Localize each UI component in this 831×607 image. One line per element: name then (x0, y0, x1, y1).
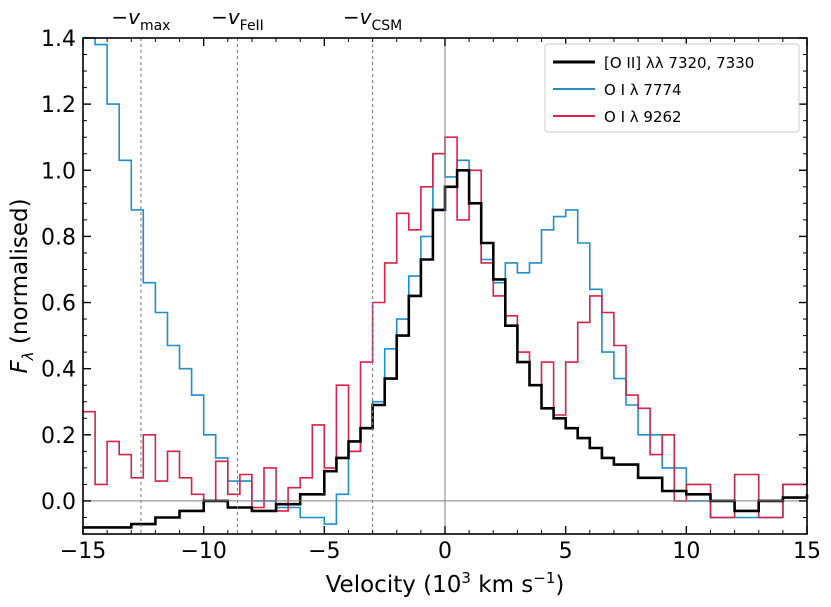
y-tick-label: 0.8 (41, 225, 76, 250)
velocity-marker-label-csm: −vCSM (343, 5, 402, 34)
legend-label-2: O I λ 9262 (604, 108, 682, 126)
x-tick-label: −10 (180, 539, 226, 564)
velocity-marker-label-max: −vmax (111, 5, 170, 34)
x-tick-label: 10 (672, 539, 700, 564)
y-tick-label: 0.6 (41, 292, 76, 317)
y-tick-label: 1.2 (41, 93, 76, 118)
velocity-markers: −vmax −vFeII −vCSM (111, 5, 402, 34)
series-line-2 (83, 136, 808, 519)
legend-box (544, 43, 800, 133)
y-tick-label: 0.2 (41, 424, 76, 449)
y-axis-label: Fλ (normalised) (7, 198, 37, 373)
x-tick-label: 15 (793, 539, 821, 564)
y-tick-label: 0.4 (41, 358, 76, 383)
y-tick-label: 0.0 (41, 490, 76, 515)
x-tick-label: −5 (308, 539, 340, 564)
x-tick-label: 0 (438, 539, 452, 564)
legend: [O II] λλ 7320, 7330 O I λ 7774 O I λ 9262 (544, 43, 800, 133)
x-tick-label: 5 (559, 539, 573, 564)
y-tick-label: 1.4 (41, 27, 76, 52)
x-tick-label: −15 (60, 539, 106, 564)
velocity-marker-label-feii: −vFeII (211, 5, 264, 34)
axis-ticks: −15 −10 −5 0 5 10 15 0.0 0.2 0.4 0.6 0.8 1.0 1.2 1.4 (41, 27, 821, 564)
series-line-0 (83, 169, 809, 529)
legend-label-0: [O II] λλ 7320, 7330 (604, 54, 754, 72)
y-tick-label: 1.0 (41, 159, 76, 184)
reference-lines (83, 38, 807, 534)
legend-label-1: O I λ 7774 (604, 81, 682, 99)
x-axis-label: Velocity (103 km s−1) (326, 569, 565, 598)
series-line-1 (83, 37, 808, 525)
series-layer (83, 37, 809, 529)
